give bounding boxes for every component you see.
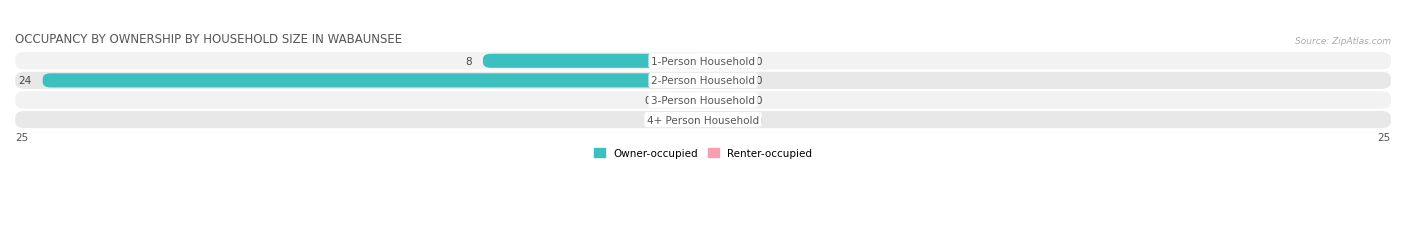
FancyBboxPatch shape xyxy=(15,92,1391,109)
Text: 24: 24 xyxy=(18,76,32,86)
Text: 25: 25 xyxy=(1378,132,1391,142)
Text: 8: 8 xyxy=(465,57,472,67)
Text: 2-Person Household: 2-Person Household xyxy=(651,76,755,86)
Text: 4+ Person Household: 4+ Person Household xyxy=(647,115,759,125)
FancyBboxPatch shape xyxy=(703,113,744,127)
FancyBboxPatch shape xyxy=(662,94,703,108)
FancyBboxPatch shape xyxy=(482,55,703,69)
Text: 0: 0 xyxy=(755,96,762,106)
FancyBboxPatch shape xyxy=(15,53,1391,70)
Text: 0: 0 xyxy=(755,115,762,125)
FancyBboxPatch shape xyxy=(42,74,703,88)
Text: 25: 25 xyxy=(15,132,28,142)
FancyBboxPatch shape xyxy=(703,94,744,108)
FancyBboxPatch shape xyxy=(15,111,1391,129)
FancyBboxPatch shape xyxy=(662,113,703,127)
FancyBboxPatch shape xyxy=(703,55,744,69)
Text: 3-Person Household: 3-Person Household xyxy=(651,96,755,106)
Text: OCCUPANCY BY OWNERSHIP BY HOUSEHOLD SIZE IN WABAUNSEE: OCCUPANCY BY OWNERSHIP BY HOUSEHOLD SIZE… xyxy=(15,33,402,46)
Text: 0: 0 xyxy=(755,57,762,67)
Legend: Owner-occupied, Renter-occupied: Owner-occupied, Renter-occupied xyxy=(591,144,815,163)
Text: 0: 0 xyxy=(644,96,651,106)
FancyBboxPatch shape xyxy=(703,74,744,88)
Text: 0: 0 xyxy=(644,115,651,125)
FancyBboxPatch shape xyxy=(15,73,1391,90)
Text: Source: ZipAtlas.com: Source: ZipAtlas.com xyxy=(1295,36,1391,46)
Text: 1-Person Household: 1-Person Household xyxy=(651,57,755,67)
Text: 0: 0 xyxy=(755,76,762,86)
